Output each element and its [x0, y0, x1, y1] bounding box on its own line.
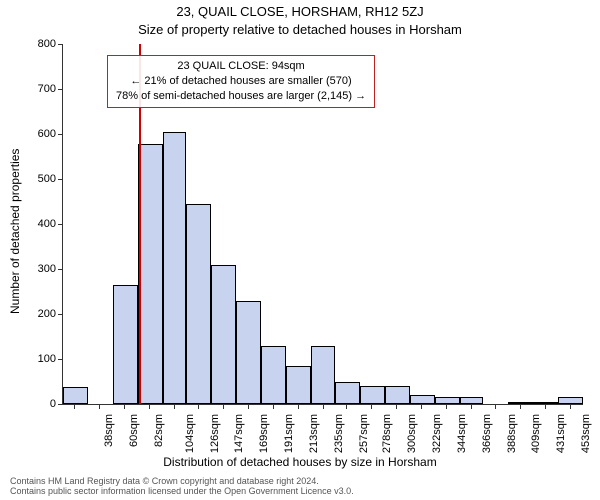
x-tick-label: 322sqm [431, 414, 443, 453]
histogram-bar [211, 265, 236, 405]
x-tick-mark [223, 405, 224, 409]
x-tick-mark [396, 405, 397, 409]
histogram-bar [508, 402, 533, 404]
y-tick-label: 200 [38, 308, 56, 320]
x-tick-label: 278sqm [381, 414, 393, 453]
x-axis-label: Distribution of detached houses by size … [0, 455, 600, 469]
histogram-bar [63, 387, 88, 404]
x-tick-label: 191sqm [283, 414, 295, 453]
x-tick-mark [149, 405, 150, 409]
x-tick-label: 60sqm [128, 414, 140, 447]
histogram-bar [113, 285, 138, 404]
x-tick-label: 388sqm [506, 414, 518, 453]
x-tick-label: 169sqm [258, 414, 270, 453]
annotation-line2: ← 21% of detached houses are smaller (57… [116, 74, 366, 89]
y-tick-label: 300 [38, 263, 56, 275]
x-tick-label: 235sqm [333, 414, 345, 453]
histogram-bar [236, 301, 261, 405]
x-tick-mark [446, 405, 447, 409]
x-tick-mark [99, 405, 100, 409]
chart-title: Size of property relative to detached ho… [0, 22, 600, 37]
x-tick-label: 409sqm [530, 414, 542, 453]
x-tick-label: 38sqm [103, 414, 115, 447]
x-tick-mark [124, 405, 125, 409]
x-tick-label: 126sqm [209, 414, 221, 453]
histogram-bar [261, 346, 286, 405]
x-tick-mark [174, 405, 175, 409]
x-tick-mark [520, 405, 521, 409]
histogram-bar [311, 346, 335, 405]
x-tick-mark [570, 405, 571, 409]
x-tick-mark [495, 405, 496, 409]
x-tick-mark [248, 405, 249, 409]
x-tick-mark [346, 405, 347, 409]
histogram-bar [533, 402, 558, 404]
x-tick-label: 366sqm [481, 414, 493, 453]
footer-line1: Contains HM Land Registry data © Crown c… [10, 476, 354, 486]
x-tick-label: 82sqm [153, 414, 165, 447]
x-tick-mark [74, 405, 75, 409]
y-tick-label: 0 [50, 398, 56, 410]
x-tick-mark [421, 405, 422, 409]
address-supertitle: 23, QUAIL CLOSE, HORSHAM, RH12 5ZJ [0, 4, 600, 19]
footer-line2: Contains public sector information licen… [10, 486, 354, 496]
histogram-bar [186, 204, 211, 404]
histogram-bar [335, 382, 360, 405]
x-tick-label: 257sqm [358, 414, 370, 453]
y-tick-label: 500 [38, 173, 56, 185]
y-tick-label: 400 [38, 218, 56, 230]
annotation-line1: 23 QUAIL CLOSE: 94sqm [116, 59, 366, 74]
x-tick-label: 344sqm [456, 414, 468, 453]
y-axis-label: Number of detached properties [8, 149, 22, 314]
x-tick-label: 213sqm [308, 414, 320, 453]
histogram-bar [460, 397, 484, 404]
x-tick-mark [198, 405, 199, 409]
y-tick-label: 700 [38, 83, 56, 95]
x-tick-label: 453sqm [580, 414, 592, 453]
y-tick-label: 800 [38, 38, 56, 50]
histogram-bar [385, 386, 410, 404]
x-tick-label: 300sqm [406, 414, 418, 453]
x-tick-mark [371, 405, 372, 409]
chart-container: { "supertitle": "23, QUAIL CLOSE, HORSHA… [0, 0, 600, 500]
x-tick-mark [545, 405, 546, 409]
y-axis-label-text: Number of detached properties [8, 149, 22, 314]
x-tick-label: 104sqm [184, 414, 196, 453]
histogram-bar [138, 144, 163, 404]
histogram-bar [163, 132, 187, 404]
annotation-line3: 78% of semi-detached houses are larger (… [116, 89, 366, 104]
y-tick-label: 600 [38, 128, 56, 140]
y-tick-label: 100 [38, 353, 56, 365]
annotation-box: 23 QUAIL CLOSE: 94sqm ← 21% of detached … [107, 55, 375, 108]
x-tick-mark [298, 405, 299, 409]
histogram-bar [286, 366, 311, 404]
x-tick-mark [471, 405, 472, 409]
histogram-bar [410, 395, 435, 404]
x-tick-label: 431sqm [555, 414, 567, 453]
x-tick-mark [273, 405, 274, 409]
x-tick-mark [323, 405, 324, 409]
footer-attribution: Contains HM Land Registry data © Crown c… [10, 476, 354, 497]
histogram-bar [558, 397, 583, 404]
x-tick-label: 147sqm [233, 414, 245, 453]
histogram-bar [435, 397, 460, 404]
histogram-bar [360, 386, 385, 404]
